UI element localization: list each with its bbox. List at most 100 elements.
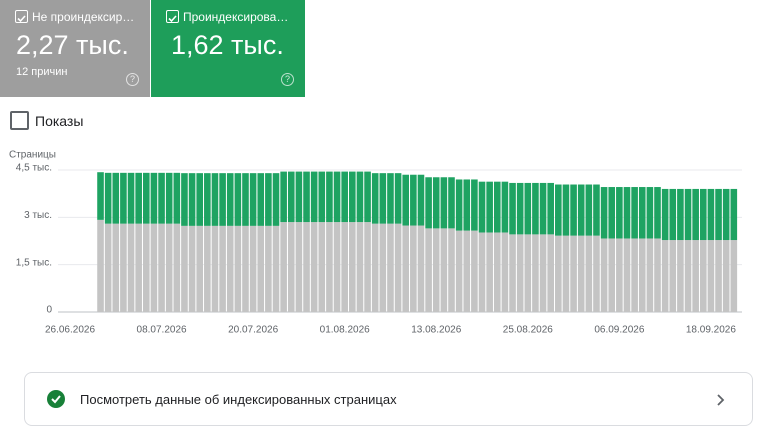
- bar-segment: [326, 222, 333, 312]
- bar-segment: [631, 187, 638, 239]
- indexed-card[interactable]: Проиндексирова… 1,62 тыс. ?: [151, 0, 305, 97]
- bar-segment: [692, 188, 699, 241]
- bar-segment: [608, 238, 616, 312]
- bar-segment: [593, 235, 600, 312]
- bar-segment: [349, 222, 356, 312]
- bar-segment: [188, 173, 196, 226]
- bar-segment: [432, 228, 440, 312]
- bar-segment: [280, 171, 287, 223]
- bar-segment: [638, 238, 646, 312]
- bar-segment: [364, 222, 371, 312]
- bar-segment: [234, 225, 242, 312]
- check-icon: [168, 15, 177, 23]
- bar-segment: [181, 173, 188, 226]
- bar-segment: [722, 188, 730, 241]
- bar-segment: [623, 238, 631, 312]
- help-icon[interactable]: ?: [281, 73, 294, 86]
- bar-segment: [516, 234, 524, 312]
- bar-segment: [387, 223, 394, 312]
- bar-segment: [410, 174, 417, 226]
- x-tick-label: 13.08.2026: [411, 325, 461, 336]
- bar-segment: [524, 234, 532, 312]
- impressions-checkbox[interactable]: [10, 111, 29, 130]
- bar-segment: [455, 230, 463, 312]
- bar-segment: [341, 171, 348, 223]
- bar-segment: [661, 240, 669, 312]
- bar-segment: [120, 172, 127, 224]
- bar-segment: [463, 179, 471, 231]
- bar-segment: [471, 179, 478, 231]
- x-tick-label: 08.07.2026: [137, 325, 187, 336]
- bar-segment: [616, 238, 623, 312]
- bar-segment: [440, 228, 448, 312]
- bar-segment: [127, 172, 135, 224]
- bar-segment: [501, 232, 509, 312]
- bar-segment: [196, 225, 204, 312]
- check-icon: [51, 395, 61, 404]
- y-axis-label: Страницы: [9, 150, 56, 161]
- bar-segment: [555, 235, 562, 312]
- bar-segment: [715, 240, 722, 312]
- y-tick-label: 3 тыс.: [24, 210, 52, 221]
- y-tick-label: 4,5 тыс.: [16, 163, 52, 174]
- bar-segment: [463, 230, 471, 312]
- view-indexed-link[interactable]: Посмотреть данные об индексированных стр…: [24, 372, 753, 426]
- bar-segment: [265, 225, 272, 312]
- bar-segment: [417, 225, 425, 312]
- bar-segment: [623, 187, 631, 239]
- bar-segment: [272, 225, 280, 312]
- bar-segment: [204, 225, 211, 312]
- bar-segment: [341, 222, 348, 312]
- bar-segment: [120, 223, 127, 312]
- bar-segment: [547, 234, 554, 312]
- bar-segment: [242, 225, 249, 312]
- not-indexed-card[interactable]: Не проиндексир… 2,27 тыс. 12 причин ?: [0, 0, 150, 97]
- bar-segment: [448, 228, 455, 312]
- bar-segment: [188, 225, 196, 312]
- bar-segment: [349, 171, 356, 223]
- bar-segment: [364, 171, 371, 223]
- bar-segment: [310, 171, 318, 223]
- bar-segment: [532, 182, 539, 235]
- bar-segment: [234, 173, 242, 226]
- bar-segment: [577, 235, 585, 312]
- bar-segment: [516, 182, 524, 235]
- x-tick-label: 25.08.2026: [503, 325, 553, 336]
- bar-segment: [669, 188, 677, 241]
- bar-segment: [684, 188, 692, 241]
- bar-segment: [249, 173, 257, 226]
- bar-segment: [661, 188, 669, 241]
- bar-segment: [677, 240, 684, 312]
- ok-icon: [47, 390, 65, 408]
- x-tick-label: 01.08.2026: [320, 325, 370, 336]
- bar-segment: [593, 184, 600, 236]
- help-icon[interactable]: ?: [126, 73, 139, 86]
- card-label: Не проиндексир…: [32, 10, 135, 24]
- bar-segment: [699, 188, 707, 241]
- bar-segment: [425, 228, 432, 312]
- bar-segment: [219, 173, 226, 226]
- impressions-label: Показы: [35, 113, 84, 129]
- bar-segment: [181, 225, 188, 312]
- bar-segment: [646, 187, 654, 239]
- bar-segment: [272, 173, 280, 226]
- checkbox[interactable]: [166, 10, 179, 23]
- bar-segment: [547, 182, 554, 235]
- bar-segment: [692, 240, 699, 312]
- bar-segment: [211, 173, 219, 226]
- link-text: Посмотреть данные об индексированных стр…: [80, 392, 397, 407]
- bar-segment: [158, 223, 165, 312]
- bar-segment: [707, 188, 715, 241]
- checkbox[interactable]: [15, 10, 28, 23]
- bar-segment: [654, 238, 661, 312]
- bar-segment: [196, 173, 204, 226]
- bar-segment: [471, 230, 478, 312]
- bar-segment: [493, 232, 501, 312]
- bar-segment: [509, 234, 516, 312]
- bar-segment: [371, 223, 379, 312]
- bar-segment: [638, 187, 646, 239]
- chevron: [717, 394, 725, 406]
- bar-segment: [318, 222, 326, 312]
- bar-segment: [555, 184, 562, 236]
- x-tick-label: 06.09.2026: [594, 325, 644, 336]
